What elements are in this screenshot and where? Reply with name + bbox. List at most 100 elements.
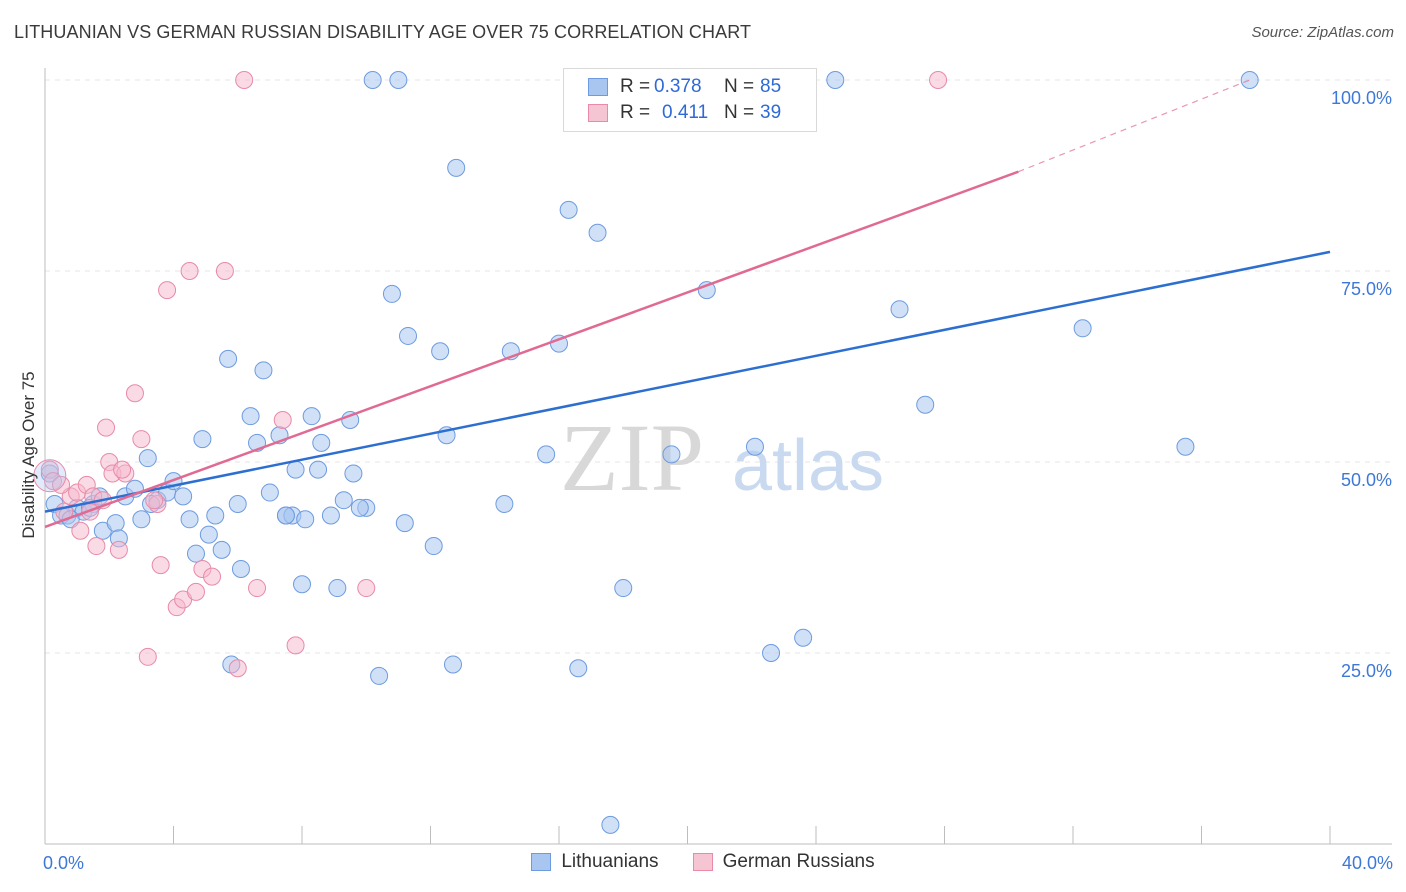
- lithuanians-point[interactable]: [1176, 437, 1195, 456]
- lithuanians-point[interactable]: [614, 579, 633, 598]
- german-russians-point[interactable]: [158, 281, 177, 300]
- lithuanians-point[interactable]: [916, 395, 935, 414]
- lithuanians-point[interactable]: [219, 349, 238, 368]
- lithuanians-point[interactable]: [762, 644, 781, 662]
- r-label: R =: [620, 102, 651, 123]
- german-russians-point[interactable]: [929, 71, 948, 89]
- lithuanians-swatch: [531, 853, 552, 871]
- german-russians-point[interactable]: [215, 262, 234, 280]
- german-russians-point[interactable]: [203, 567, 222, 586]
- lithuanians-point[interactable]: [443, 655, 462, 674]
- lithuanians-point[interactable]: [309, 460, 328, 479]
- lithuanians-point[interactable]: [399, 326, 418, 345]
- r-value: 0.411: [662, 102, 709, 123]
- lithuanians-point[interactable]: [826, 71, 845, 89]
- lithuanians-point[interactable]: [382, 284, 401, 303]
- cluster-point[interactable]: [33, 459, 67, 493]
- lithuanians-point[interactable]: [199, 525, 218, 544]
- german-russians-point[interactable]: [235, 71, 254, 89]
- lithuanians-point[interactable]: [312, 433, 331, 452]
- german-russians-point[interactable]: [180, 262, 199, 280]
- lithuanians-point[interactable]: [293, 575, 311, 594]
- german-russians-point[interactable]: [357, 579, 376, 598]
- german-russians-point[interactable]: [186, 582, 205, 601]
- y-tick-label: 50.0%: [1341, 470, 1392, 490]
- lithuanians-point[interactable]: [228, 495, 247, 514]
- lithuanians-point[interactable]: [180, 510, 199, 529]
- lithuanians-point[interactable]: [328, 579, 347, 598]
- r-label: R =: [620, 76, 651, 97]
- german-russians-point[interactable]: [151, 556, 170, 575]
- lithuanians-point[interactable]: [559, 200, 578, 219]
- german-russians-point[interactable]: [87, 537, 106, 556]
- correlation-legend: R = 0.378 N = 85 R = 0.411 N = 39: [563, 68, 817, 132]
- lithuanians-point[interactable]: [138, 449, 157, 468]
- legend-label-german-russians: German Russians: [722, 851, 875, 872]
- n-label: N =: [724, 102, 755, 123]
- lithuanians-point[interactable]: [241, 407, 260, 426]
- german-russians-point[interactable]: [145, 491, 164, 510]
- german-russians-point[interactable]: [125, 384, 144, 403]
- lithuanians-point[interactable]: [389, 71, 408, 89]
- n-value: 85: [760, 76, 782, 97]
- lithuanians-point[interactable]: [206, 506, 225, 525]
- german-russians-point[interactable]: [109, 540, 128, 559]
- lithuanians-point[interactable]: [794, 628, 813, 647]
- german-russians-trend-line: [44, 170, 1019, 529]
- lithuanians-point[interactable]: [132, 510, 151, 529]
- lithuanians-point[interactable]: [424, 537, 443, 556]
- lithuanians-point[interactable]: [350, 498, 369, 517]
- lithuanians-point[interactable]: [260, 483, 279, 502]
- german-russians-point[interactable]: [132, 430, 151, 449]
- lithuanians-point[interactable]: [601, 815, 620, 834]
- legend-item-lithuanians[interactable]: Lithuanians: [531, 851, 659, 873]
- lithuanians-point[interactable]: [495, 495, 514, 514]
- lithuanians-point[interactable]: [193, 430, 212, 449]
- trend-lines: [44, 79, 1331, 529]
- german-russians-point[interactable]: [138, 647, 157, 666]
- lithuanians-point[interactable]: [231, 559, 250, 578]
- lithuanians-point[interactable]: [174, 487, 193, 506]
- lithuanians-point[interactable]: [212, 540, 231, 559]
- lithuanians-point[interactable]: [321, 506, 340, 525]
- german-russians-point[interactable]: [113, 460, 132, 479]
- lithuanians-point[interactable]: [1240, 71, 1259, 89]
- lithuanians-point[interactable]: [537, 445, 556, 464]
- x-tick-label-min: 0.0%: [43, 853, 84, 873]
- lithuanians-point[interactable]: [569, 659, 588, 678]
- source-label: Source: ZipAtlas.com: [1251, 24, 1394, 41]
- legend-item-german-russians[interactable]: German Russians: [692, 851, 875, 873]
- lithuanians-point[interactable]: [890, 300, 909, 319]
- lithuanians-swatch: [588, 78, 608, 96]
- r-value: 0.378: [654, 76, 702, 97]
- lithuanians-point[interactable]: [286, 460, 305, 479]
- lithuanians-point[interactable]: [334, 491, 353, 510]
- lithuanians-point[interactable]: [370, 666, 389, 685]
- lithuanians-point[interactable]: [296, 510, 315, 529]
- german-russians-point[interactable]: [273, 410, 292, 429]
- german-russians-point[interactable]: [248, 579, 267, 598]
- legend-row-lithuanians: R = 0.378 N = 85: [588, 75, 781, 99]
- y-axis-label: Disability Age Over 75: [19, 371, 38, 538]
- legend-row-german-russians: R = 0.411 N = 39: [588, 101, 781, 125]
- german-russians-point[interactable]: [97, 418, 116, 437]
- x-tick-label-max: 40.0%: [1342, 853, 1393, 873]
- german-russians-point[interactable]: [228, 659, 247, 678]
- lithuanians-point[interactable]: [431, 342, 450, 361]
- lithuanians-point[interactable]: [395, 514, 414, 533]
- lithuanians-point[interactable]: [662, 445, 681, 464]
- german-russians-point[interactable]: [71, 521, 90, 540]
- lithuanians-point[interactable]: [363, 71, 382, 89]
- lithuanians-point[interactable]: [276, 506, 295, 525]
- lithuanians-point[interactable]: [588, 223, 607, 242]
- lithuanians-point[interactable]: [106, 514, 125, 533]
- lithuanians-point[interactable]: [447, 158, 466, 177]
- german-russians-point[interactable]: [286, 636, 305, 655]
- lithuanians-point[interactable]: [745, 437, 764, 456]
- lithuanians-point[interactable]: [186, 544, 205, 563]
- lithuanians-point[interactable]: [344, 464, 363, 483]
- series-legend: Lithuanians German Russians: [0, 851, 1406, 873]
- lithuanians-point[interactable]: [302, 407, 321, 426]
- lithuanians-point[interactable]: [254, 361, 273, 380]
- lithuanians-point[interactable]: [1073, 319, 1092, 338]
